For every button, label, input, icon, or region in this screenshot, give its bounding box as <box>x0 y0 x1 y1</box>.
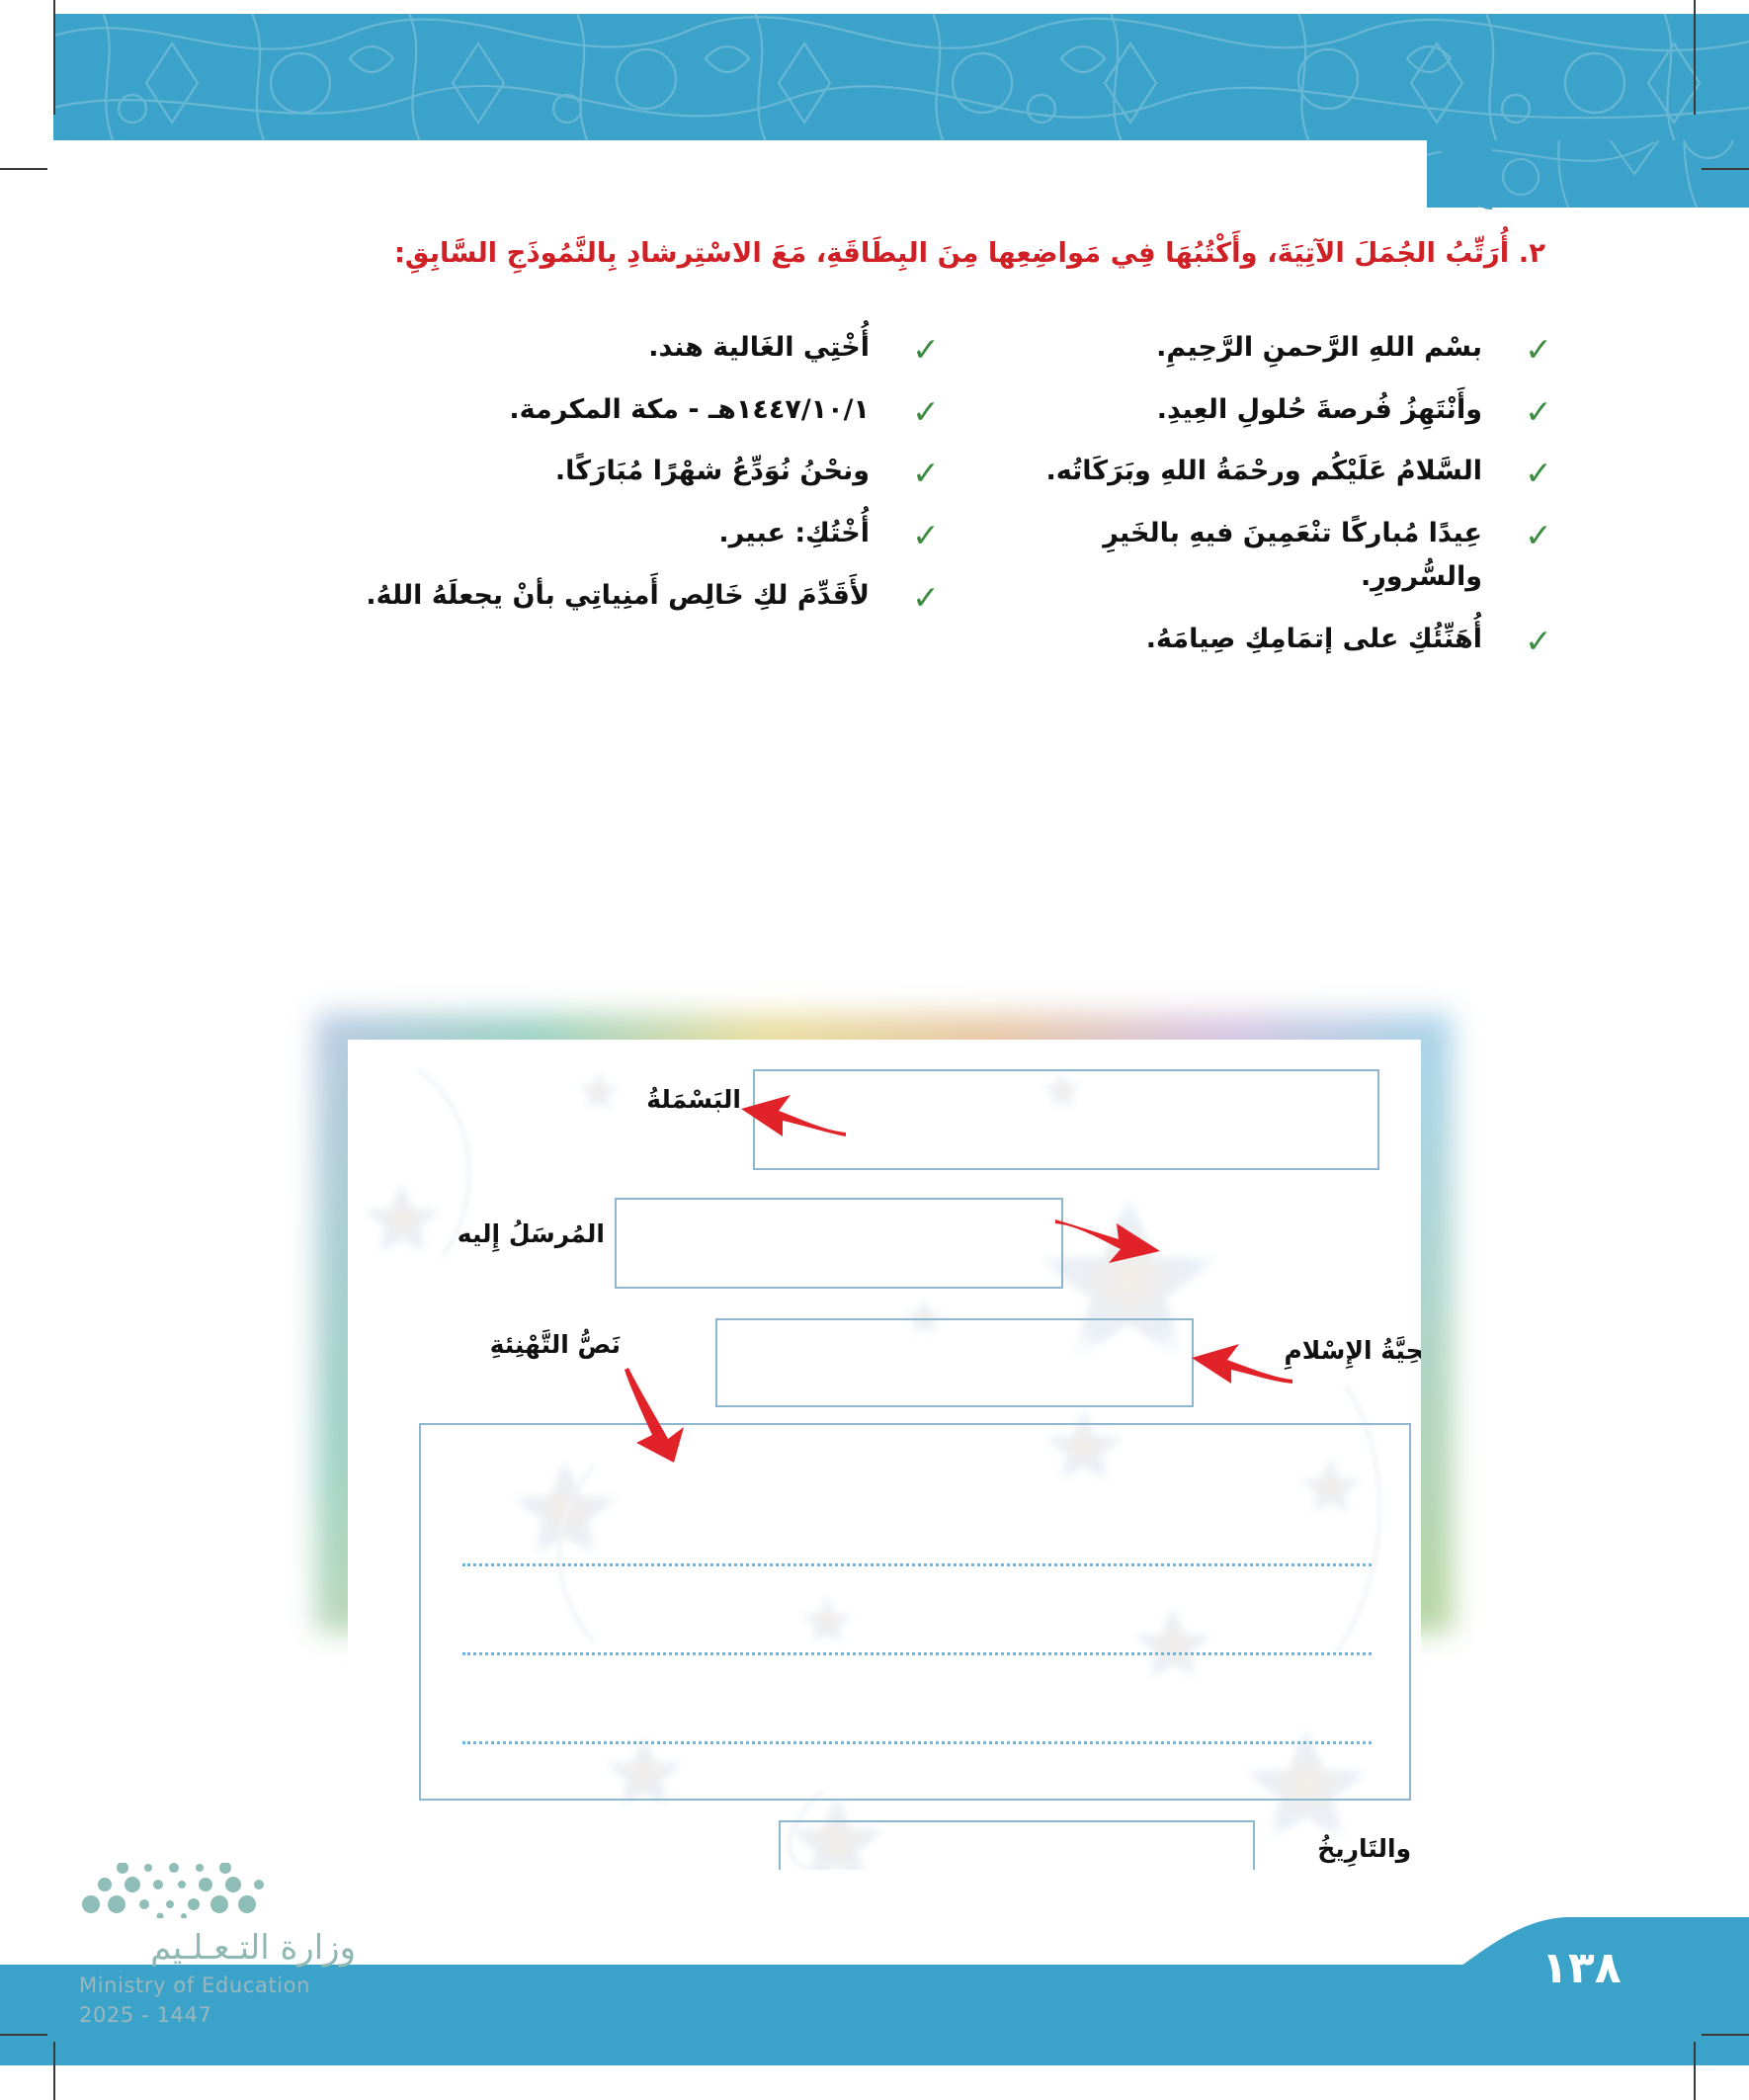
check-mark-icon: ✓ <box>912 454 940 493</box>
sentence-item[interactable]: ✓ أُخْتِي الغَالية هند. <box>251 326 943 370</box>
basmalah-arrow-icon <box>741 1095 846 1136</box>
islamic-greeting-arrow-icon <box>1192 1344 1292 1384</box>
sentence-text: ونحْنُ نُوَدِّعُ شهْرًا مُبَارَكًا. <box>554 456 870 487</box>
logo-dots-icon <box>82 1863 264 1918</box>
congrats-text-field[interactable] <box>419 1423 1411 1801</box>
sentence-text: أُخْتُكِ: عبير. <box>718 518 870 549</box>
ministry-name-arabic: وزارة التـعـلـيم <box>150 1928 356 1968</box>
page-number: ١٣٨ <box>1541 1943 1622 1993</box>
sentence-item[interactable]: ✓ السَّلامُ عَلَيْكُم ورحْمَةُ اللهِ وبَ… <box>972 450 1555 493</box>
check-mark-icon: ✓ <box>1525 454 1552 493</box>
check-mark-icon: ✓ <box>912 516 940 555</box>
congrats-text-arrow-icon <box>625 1368 684 1463</box>
sentence-text: السَّلامُ عَلَيْكُم ورحْمَةُ اللهِ وبَرَ… <box>1045 456 1483 487</box>
recipient-arrow-icon <box>1055 1219 1160 1263</box>
sentence-text: عِيدًا مُباركًا تنْعَمِينَ فيهِ بالخَيرِ… <box>1103 518 1482 592</box>
sentence-text: أُهَنِّئُكِ على إتمَامِكِ صِيامَهُ. <box>1145 623 1482 654</box>
congrats-writing-line <box>462 1652 1372 1655</box>
sender-date-field[interactable] <box>779 1820 1255 1870</box>
sentence-item[interactable]: ✓ ١٤٤٧/١٠/١هـ - مكة المكرمة. <box>251 388 943 432</box>
congrats-writing-line <box>462 1741 1372 1744</box>
check-mark-icon: ✓ <box>1525 621 1552 660</box>
recipient-label: المُرسَلُ إِليه <box>457 1219 605 1248</box>
sentence-text: لأَقَدِّمَ لكِ خَالِص أَمنِياتِي بأنْ يج… <box>366 579 870 611</box>
crop-mark-bottom-left <box>53 2042 55 2100</box>
congrats-text-label: نَصُّ التَّهْنِئةِ <box>489 1330 621 1359</box>
crop-mark-top-right <box>1694 0 1696 115</box>
sender-date-label-line1: المُرْسِلُ والتَارِيخُ <box>1317 1834 1421 1863</box>
sentence-column-left: ✓ أُخْتِي الغَالية هند. ✓ ١٤٤٧/١٠/١هـ - … <box>251 326 943 636</box>
ministry-name-english: Ministry of Education <box>79 1974 311 1997</box>
basmalah-label: البَسْمَلةُ <box>646 1085 741 1114</box>
check-mark-icon: ✓ <box>1525 391 1552 431</box>
header-corner-curve <box>1364 140 1492 210</box>
sentence-item[interactable]: ✓ بسْم اللهِ الرَّحمنِ الرَّحِيمِ. <box>972 326 1555 370</box>
sentence-item[interactable]: ✓ عِيدًا مُباركًا تنْعَمِينَ فيهِ بالخَي… <box>972 512 1555 598</box>
greeting-card-template: البَسْمَلةُ المُرسَلُ إِليه تَحِيَّةُ ال… <box>348 1040 1421 1870</box>
sentence-text: أُخْتِي الغَالية هند. <box>648 332 870 363</box>
check-mark-icon: ✓ <box>912 391 940 431</box>
check-mark-icon: ✓ <box>1525 516 1552 555</box>
sentence-column-right: ✓ بسْم اللهِ الرَّحمنِ الرَّحِيمِ. ✓ وأَ… <box>972 326 1555 679</box>
crop-mark-right-lower <box>1702 2034 1749 2036</box>
sentence-text: وأَنْتَهِزُ فُرصةَ حُلولِ العِيدِ. <box>1156 393 1482 425</box>
sentence-columns: ✓ بسْم اللهِ الرَّحمنِ الرَّحِيمِ. ✓ وأَ… <box>172 326 1555 929</box>
exercise-instruction: ٢. أُرَتِّبُ الجُمَلَ الآتِيَةَ، وأَكْتُ… <box>393 237 1545 269</box>
sentence-text: ١٤٤٧/١٠/١هـ - مكة المكرمة. <box>509 393 870 425</box>
islamic-greeting-label: تَحِيَّةُ الإِسْلامِ <box>1284 1336 1421 1365</box>
crop-mark-left-lower <box>0 2034 47 2036</box>
header-band <box>53 14 1749 140</box>
crop-mark-left-upper <box>0 168 47 170</box>
sentence-item[interactable]: ✓ لأَقَدِّمَ لكِ خَالِص أَمنِياتِي بأنْ … <box>251 574 943 618</box>
sentence-text: بسْم اللهِ الرَّحمنِ الرَّحِيمِ. <box>1156 332 1482 363</box>
sentence-item[interactable]: ✓ ونحْنُ نُوَدِّعُ شهْرًا مُبَارَكًا. <box>251 450 943 493</box>
crop-mark-right-upper <box>1702 168 1749 170</box>
check-mark-icon: ✓ <box>1525 330 1552 369</box>
sentence-item[interactable]: ✓ أُهَنِّئُكِ على إتمَامِكِ صِيامَهُ. <box>972 618 1555 661</box>
check-mark-icon: ✓ <box>912 577 940 617</box>
crop-mark-top-left <box>53 0 55 115</box>
sentence-item[interactable]: ✓ أُخْتُكِ: عبير. <box>251 512 943 555</box>
sentence-item[interactable]: ✓ وأَنْتَهِزُ فُرصةَ حُلولِ العِيدِ. <box>972 388 1555 432</box>
header-pattern-svg <box>53 14 1749 140</box>
ministry-years: 2025 - 1447 <box>79 2003 212 2027</box>
recipient-field[interactable] <box>615 1198 1063 1289</box>
page-number-tab <box>1383 1907 1749 2065</box>
congrats-writing-line <box>462 1563 1372 1566</box>
check-mark-icon: ✓ <box>912 330 940 369</box>
islamic-greeting-field[interactable] <box>715 1318 1194 1407</box>
crop-mark-bottom-right <box>1694 2042 1696 2100</box>
